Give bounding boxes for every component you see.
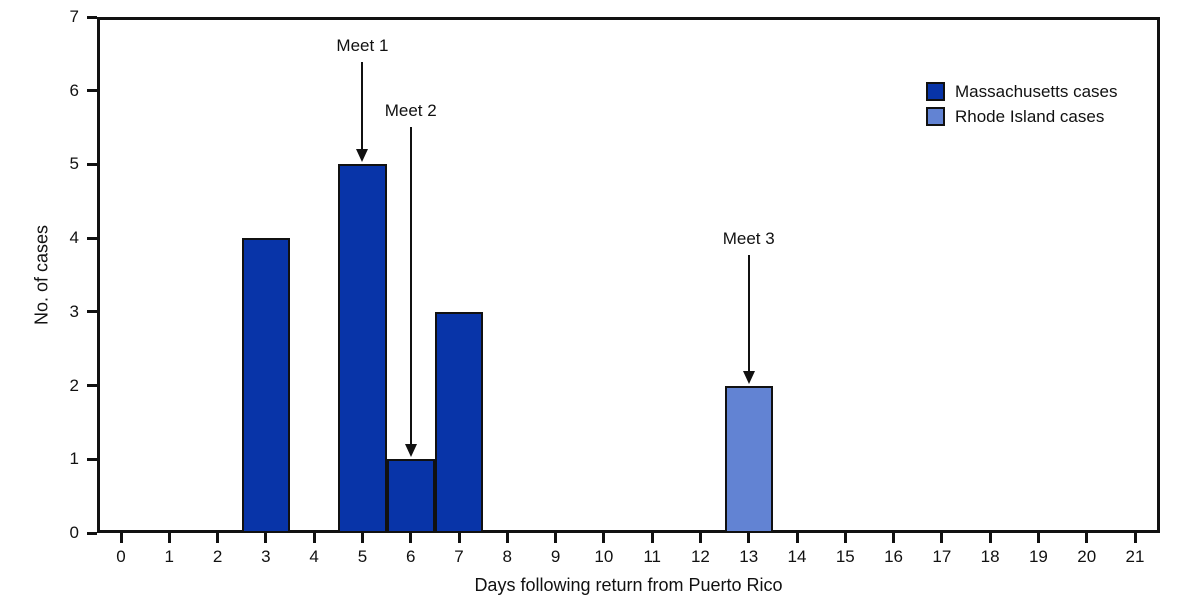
case-bar: [241, 238, 290, 533]
x-axis-tick: [892, 533, 896, 543]
annotation-arrow-line: [409, 127, 412, 445]
x-axis-tick: [940, 533, 944, 543]
x-axis-tick-label: 21: [1125, 547, 1145, 566]
x-axis-tick: [698, 533, 702, 543]
annotation-label: Meet 3: [722, 229, 775, 248]
legend: Massachusetts cases Rhode Island cases: [926, 79, 1118, 129]
x-axis-tick-label: 5: [357, 547, 368, 566]
case-bar: [724, 385, 773, 533]
x-axis-tick: [119, 533, 123, 543]
annotation-label: Meet 1: [336, 36, 389, 55]
legend-entry: Rhode Island cases: [926, 104, 1118, 129]
y-axis-tick: [87, 531, 97, 535]
case-bar: [338, 164, 387, 533]
x-axis-tick-label: 14: [787, 547, 807, 566]
x-axis-tick: [457, 533, 461, 543]
x-axis-tick-label: 1: [164, 547, 175, 566]
y-axis-tick-label: 7: [69, 7, 79, 26]
x-axis-tick-label: 12: [690, 547, 710, 566]
annotation-label: Meet 2: [384, 101, 437, 120]
y-axis-tick: [87, 15, 97, 19]
x-axis-tick: [409, 533, 413, 543]
x-axis-tick-label: 16: [884, 547, 904, 566]
legend-entry: Massachusetts cases: [926, 79, 1118, 104]
legend-swatch: [926, 82, 945, 101]
y-axis-tick: [87, 384, 97, 388]
x-axis-tick: [312, 533, 316, 543]
x-axis-tick-label: 9: [550, 547, 561, 566]
y-axis-tick: [87, 89, 97, 93]
x-axis-tick-label: 3: [261, 547, 271, 566]
x-axis-tick: [988, 533, 992, 543]
x-axis-tick: [505, 533, 509, 543]
x-axis-tick: [747, 533, 751, 543]
annotation-arrow-head: [742, 370, 755, 384]
legend-entry-label: Rhode Island cases: [955, 106, 1105, 126]
y-axis-tick: [87, 236, 97, 240]
x-axis-tick-label: 17: [932, 547, 952, 566]
y-axis-tick-label: 0: [69, 523, 79, 542]
x-axis-tick-label: 18: [980, 547, 1000, 566]
y-axis-title: No. of cases: [31, 224, 52, 326]
annotation-arrow-line: [747, 255, 750, 371]
x-axis-tick-label: 4: [309, 547, 319, 566]
y-axis-tick-label: 5: [69, 154, 79, 174]
annotation-arrow-head: [356, 149, 369, 163]
x-axis-tick: [167, 533, 171, 543]
x-axis-tick-label: 6: [405, 547, 416, 566]
x-axis-tick-label: 15: [835, 547, 855, 566]
x-axis-tick: [843, 533, 847, 543]
y-axis-tick-label: 2: [69, 375, 79, 395]
y-axis-tick: [87, 310, 97, 314]
y-axis-tick: [87, 457, 97, 461]
x-axis-tick: [216, 533, 220, 543]
x-axis-tick: [795, 533, 799, 543]
y-axis-tick-label: 3: [69, 301, 79, 321]
x-axis-tick-label: 2: [212, 547, 223, 566]
x-axis-tick: [602, 533, 606, 543]
x-axis-tick: [264, 533, 268, 543]
x-axis-title: Days following return from Puerto Rico: [474, 575, 783, 595]
case-bar: [386, 459, 435, 533]
plot-area: [97, 17, 1160, 533]
x-axis-tick: [1036, 533, 1040, 543]
y-axis-tick-label: 4: [69, 228, 79, 248]
x-axis-tick-label: 11: [643, 547, 661, 566]
x-axis-tick: [554, 533, 558, 543]
x-axis-tick: [650, 533, 654, 543]
y-axis-tick: [87, 162, 97, 166]
x-axis-tick-label: 0: [116, 547, 126, 566]
x-axis-tick-label: 13: [739, 547, 759, 566]
y-axis-tick-label: 1: [69, 449, 79, 469]
annotation-arrow-head: [404, 444, 417, 458]
annotation-arrow-line: [361, 62, 364, 150]
x-axis-tick-label: 20: [1077, 547, 1097, 566]
x-axis-tick-label: 7: [454, 547, 464, 566]
x-axis-tick: [360, 533, 364, 543]
legend-entry-label: Massachusetts cases: [955, 81, 1118, 101]
x-axis-tick-label: 10: [594, 547, 614, 566]
x-axis-tick-label: 19: [1028, 547, 1048, 566]
x-axis-tick: [1133, 533, 1137, 543]
legend-swatch: [926, 107, 945, 126]
y-axis-tick-label: 6: [69, 80, 79, 100]
x-axis-tick: [1085, 533, 1089, 543]
x-axis-tick-label: 8: [502, 547, 513, 566]
case-bar: [434, 311, 484, 533]
